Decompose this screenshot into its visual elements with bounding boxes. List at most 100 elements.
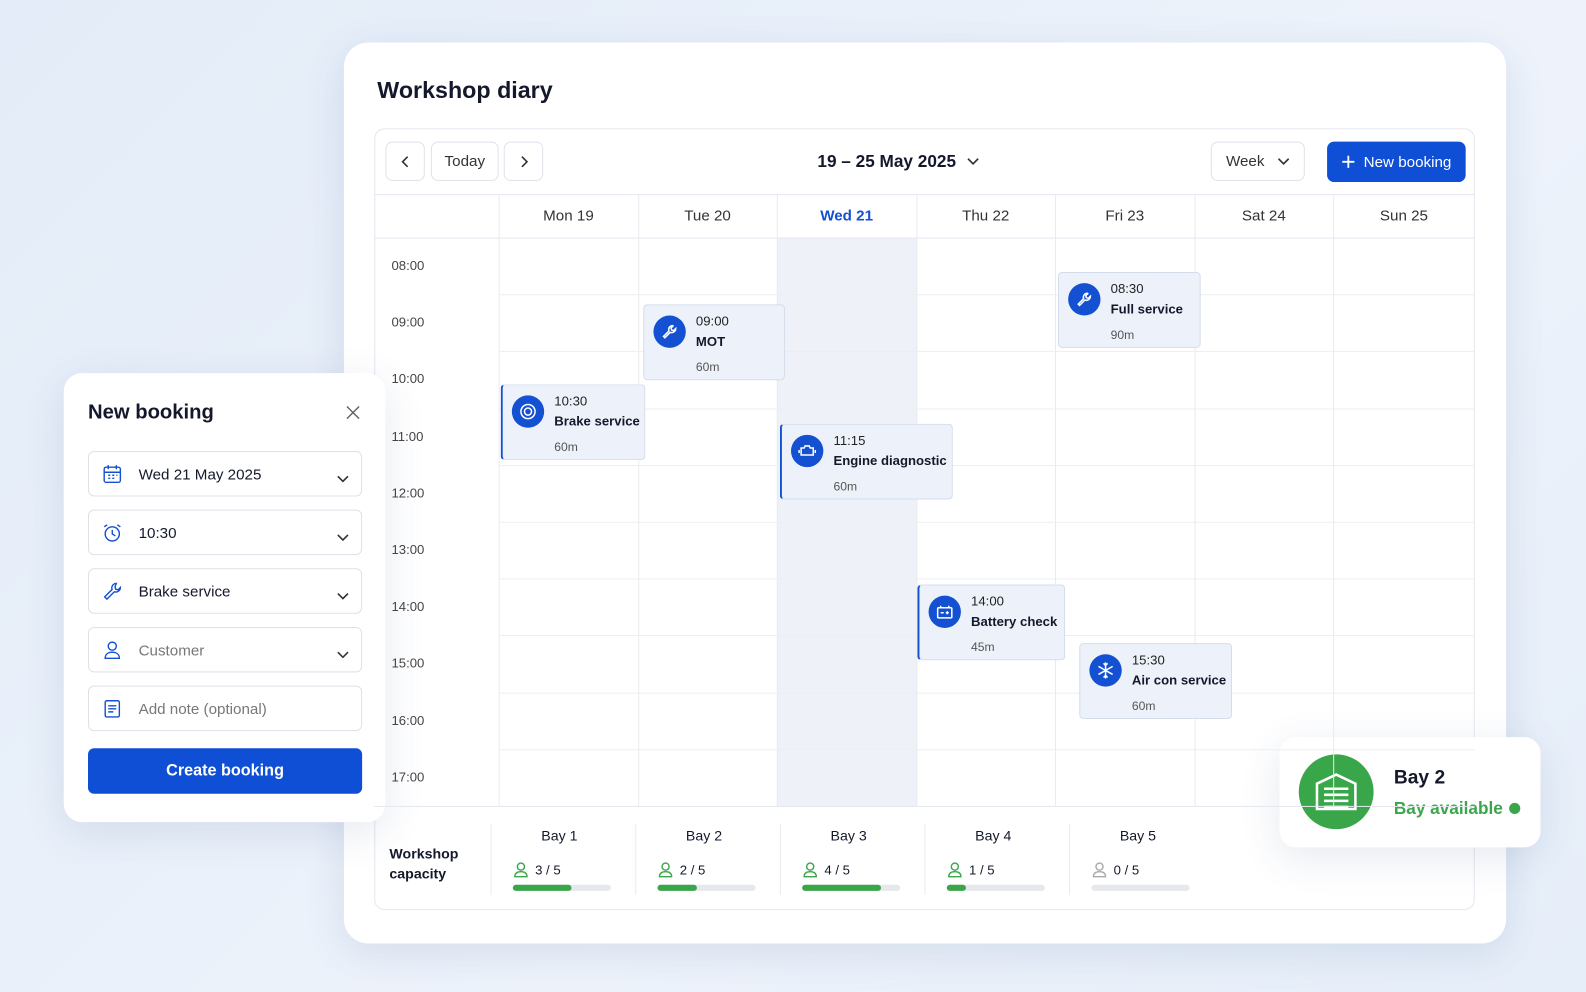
person-icon xyxy=(514,862,528,883)
create-button[interactable]: Create booking xyxy=(88,748,363,794)
new-booking-button[interactable]: New booking xyxy=(1327,141,1466,183)
icon xyxy=(337,475,349,483)
person-icon xyxy=(1092,862,1107,883)
bay-count: 0 / 5 xyxy=(1113,862,1140,878)
bay-separator xyxy=(635,824,637,895)
bay-count: 3 / 5 xyxy=(535,862,561,878)
event-title: MOT xyxy=(695,333,726,349)
form-field[interactable]: Customer xyxy=(88,626,363,673)
day-label: Fri 23 xyxy=(1105,207,1145,225)
field-icon xyxy=(102,464,122,489)
event-card[interactable]: 08:30 Full service 90m xyxy=(1058,272,1201,348)
bar-track xyxy=(1091,884,1190,891)
event-title: Full service xyxy=(1110,301,1183,317)
bay-card: Bay 2 Bay available xyxy=(1279,737,1541,848)
form-field[interactable]: Wed 21 May 2025 xyxy=(88,450,363,497)
event-icon xyxy=(653,315,686,348)
capacity-bar xyxy=(657,884,697,891)
event-card[interactable]: 14:00 Battery check 45m xyxy=(917,584,1066,661)
field-text: Wed 21 May 2025 xyxy=(138,466,262,484)
view-select[interactable]: Week xyxy=(1210,141,1305,182)
bay-separator xyxy=(490,824,492,895)
icon xyxy=(514,862,528,878)
event-icon xyxy=(928,595,961,628)
field-icon xyxy=(102,699,122,724)
event-title: Engine diagnostic xyxy=(833,453,947,469)
row-line xyxy=(498,692,1475,694)
row-line xyxy=(498,408,1475,410)
day-label: Sat 24 xyxy=(1241,207,1286,225)
field-icon xyxy=(102,523,122,548)
event-card[interactable]: 11:15 Engine diagnostic 60m xyxy=(779,423,953,500)
bay-separator xyxy=(924,824,926,895)
event-card[interactable]: 09:00 MOT 60m xyxy=(643,304,785,381)
chevron xyxy=(337,470,349,488)
event-time: 08:30 xyxy=(1110,281,1144,297)
capacity-bar xyxy=(946,884,967,891)
bay-count: 4 / 5 xyxy=(824,862,850,878)
event-time: 15:30 xyxy=(1131,652,1165,668)
header-line xyxy=(374,237,1475,239)
row-line xyxy=(498,521,1475,523)
date-range[interactable]: 19 – 25 May 2025 xyxy=(797,152,999,172)
today-button[interactable]: Today xyxy=(430,141,499,182)
person-icon xyxy=(803,862,817,883)
header-line xyxy=(374,194,1475,196)
time-label: 12:00 xyxy=(391,485,425,501)
icon xyxy=(798,445,817,456)
icon xyxy=(520,403,536,420)
time-label: 11:00 xyxy=(391,428,424,444)
close-button[interactable] xyxy=(346,405,360,424)
next-button[interactable] xyxy=(503,141,544,182)
event-card[interactable]: 15:30 Air con service 60m xyxy=(1079,643,1233,719)
event-icon xyxy=(1068,283,1101,316)
capacity-bar xyxy=(512,884,572,891)
event-duration: 60m xyxy=(695,359,720,375)
event-icon xyxy=(790,434,824,468)
event-time: 09:00 xyxy=(695,313,729,329)
title: Workshop diary xyxy=(377,76,553,104)
form-field[interactable]: Brake service xyxy=(88,568,363,614)
bay-status: Bay available xyxy=(1393,798,1503,819)
event-time: 11:15 xyxy=(833,432,866,448)
column-line xyxy=(1194,194,1196,806)
event-icon xyxy=(511,395,545,428)
new-booking-text: New booking xyxy=(1363,153,1452,171)
chevron xyxy=(337,646,349,664)
time-label: 08:00 xyxy=(391,257,425,274)
time-label: 13:00 xyxy=(391,542,425,558)
event-duration: 60m xyxy=(1131,698,1156,713)
row-line xyxy=(498,749,1475,751)
bar-track xyxy=(657,884,756,891)
row-line xyxy=(498,578,1475,580)
column-line xyxy=(916,194,918,806)
bay-name: Bay 2 xyxy=(685,827,723,844)
chevron xyxy=(337,588,349,606)
icon xyxy=(103,582,122,601)
field-text: Add note (optional) xyxy=(138,700,267,718)
event-card[interactable]: 10:30 Brake service 60m xyxy=(500,384,646,461)
panel-title: New booking xyxy=(88,401,214,424)
bay-separator xyxy=(1069,824,1071,895)
icon xyxy=(1092,862,1107,878)
column-line xyxy=(1054,194,1057,806)
icon xyxy=(104,641,121,659)
person-icon xyxy=(658,862,673,883)
form-field[interactable]: Add note (optional) xyxy=(88,685,363,732)
field-icon xyxy=(102,581,122,606)
date-range-text: 19 – 25 May 2025 xyxy=(817,151,957,171)
field-text: 10:30 xyxy=(138,524,177,543)
row-line xyxy=(498,464,1475,466)
form-field[interactable]: 10:30 xyxy=(88,509,363,556)
icon xyxy=(662,324,677,339)
day-label: Sun 25 xyxy=(1379,207,1429,225)
bay-name: Bay 5 xyxy=(1119,827,1157,844)
icon xyxy=(337,534,349,542)
bay-name: Bay 1 xyxy=(541,827,578,844)
column-line xyxy=(498,194,500,806)
column-line xyxy=(638,194,640,806)
field-text: Customer xyxy=(138,642,205,660)
prev-button[interactable] xyxy=(385,141,425,182)
